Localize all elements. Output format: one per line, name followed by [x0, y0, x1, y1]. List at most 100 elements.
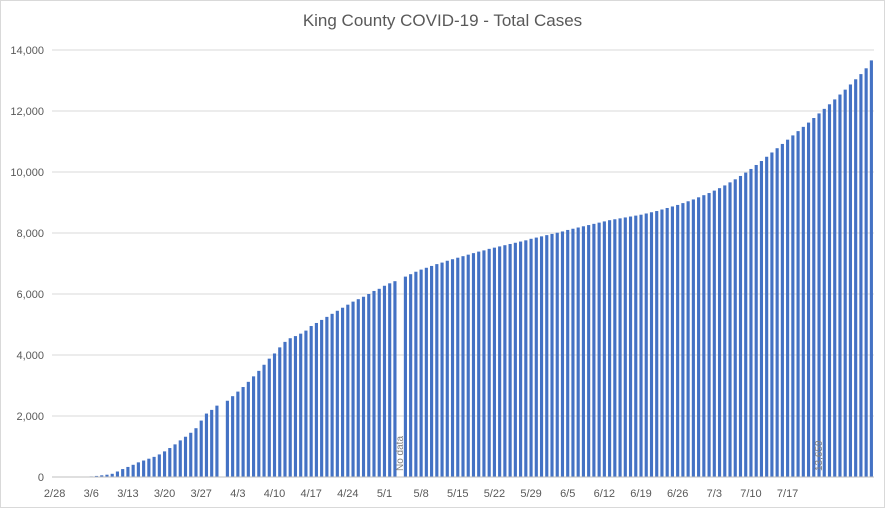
bars	[53, 60, 873, 478]
y-tick-label: 10,000	[10, 167, 44, 179]
bar	[487, 248, 491, 477]
bar	[560, 231, 565, 477]
x-tick-label: 4/3	[230, 488, 245, 500]
bar	[152, 456, 156, 477]
bar	[225, 400, 229, 477]
bar	[681, 203, 685, 478]
x-tick-label: 7/17	[777, 488, 798, 500]
bar	[173, 444, 177, 477]
x-tick-label: 6/19	[630, 488, 651, 500]
no-data-annotation: 13,659	[814, 440, 825, 471]
x-tick-label: 5/22	[484, 488, 505, 500]
bar	[838, 94, 842, 477]
bar	[461, 256, 465, 477]
bar	[759, 161, 764, 477]
bar	[142, 460, 146, 477]
x-tick-label: 3/6	[84, 488, 99, 500]
bar	[304, 330, 308, 477]
x-tick-label: 4/17	[300, 488, 321, 500]
bar	[780, 143, 784, 477]
bar	[194, 428, 198, 477]
bar	[613, 219, 617, 477]
bar	[843, 89, 847, 478]
bar	[686, 201, 690, 477]
bar	[519, 241, 523, 477]
x-tick-label: 7/3	[707, 488, 722, 500]
bar	[320, 319, 324, 477]
bar	[691, 199, 695, 477]
bar	[215, 405, 219, 477]
bar	[388, 283, 392, 477]
bar	[581, 226, 585, 477]
bar	[503, 245, 507, 477]
bar	[482, 250, 486, 477]
bar	[272, 353, 277, 477]
bar	[267, 358, 271, 477]
bar	[393, 281, 397, 477]
bar	[283, 341, 287, 477]
bar	[466, 254, 470, 477]
bar	[623, 217, 627, 477]
bar	[367, 294, 371, 477]
bar	[655, 211, 659, 478]
bar	[157, 454, 161, 477]
bar	[351, 301, 355, 477]
bar	[571, 228, 575, 477]
bar	[592, 223, 596, 477]
bar	[854, 79, 858, 477]
bar	[765, 156, 769, 477]
bar	[419, 269, 423, 477]
bar	[126, 466, 130, 477]
y-tick-label: 4,000	[16, 350, 44, 362]
x-tick-label: 5/1	[377, 488, 392, 500]
bar	[770, 152, 774, 478]
x-tick-label: 4/24	[337, 488, 358, 500]
bar	[430, 265, 434, 477]
y-tick-label: 2,000	[16, 411, 44, 423]
x-tick-label: 7/10	[740, 488, 761, 500]
bar	[602, 221, 606, 477]
bar	[665, 207, 669, 478]
bar	[189, 432, 193, 477]
bar	[341, 307, 345, 477]
bar	[136, 462, 140, 477]
bar	[241, 387, 245, 477]
bar	[204, 413, 209, 477]
bar	[587, 225, 591, 477]
bar	[639, 214, 643, 477]
bar	[435, 264, 439, 477]
bar	[555, 232, 559, 477]
bar	[702, 195, 706, 477]
bar	[382, 285, 387, 477]
x-tick-label: 3/13	[117, 488, 138, 500]
bar	[210, 409, 214, 477]
bar	[199, 420, 203, 477]
bar	[660, 209, 664, 477]
bar	[697, 197, 701, 477]
bar	[361, 296, 366, 477]
bar	[162, 451, 167, 477]
bar	[806, 122, 811, 477]
bar	[299, 333, 303, 477]
bar	[618, 218, 622, 478]
bar	[817, 113, 821, 477]
bar	[456, 257, 460, 477]
bar	[634, 215, 638, 478]
x-tick-label: 4/10	[264, 488, 285, 500]
bar	[801, 126, 805, 478]
bar	[529, 238, 533, 477]
bar	[330, 313, 334, 477]
bar	[539, 236, 544, 477]
bar	[738, 175, 743, 477]
x-tick-label: 5/15	[447, 488, 468, 500]
bar	[372, 290, 376, 477]
bar	[649, 212, 654, 477]
bar	[733, 179, 737, 477]
bar	[183, 436, 188, 477]
bar	[728, 182, 732, 477]
bar	[534, 237, 538, 477]
x-tick-label: 3/20	[154, 488, 175, 500]
bar	[246, 381, 250, 477]
bar	[508, 243, 512, 477]
